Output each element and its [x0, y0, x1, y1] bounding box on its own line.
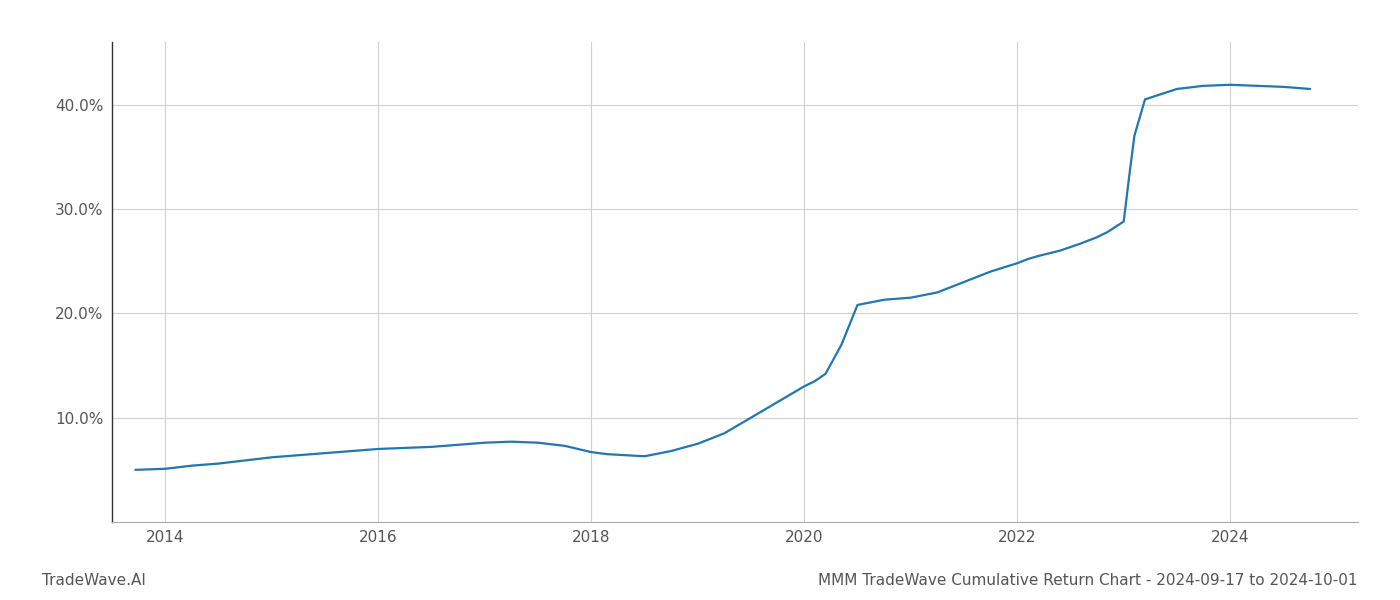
Text: TradeWave.AI: TradeWave.AI: [42, 573, 146, 588]
Text: MMM TradeWave Cumulative Return Chart - 2024-09-17 to 2024-10-01: MMM TradeWave Cumulative Return Chart - …: [819, 573, 1358, 588]
